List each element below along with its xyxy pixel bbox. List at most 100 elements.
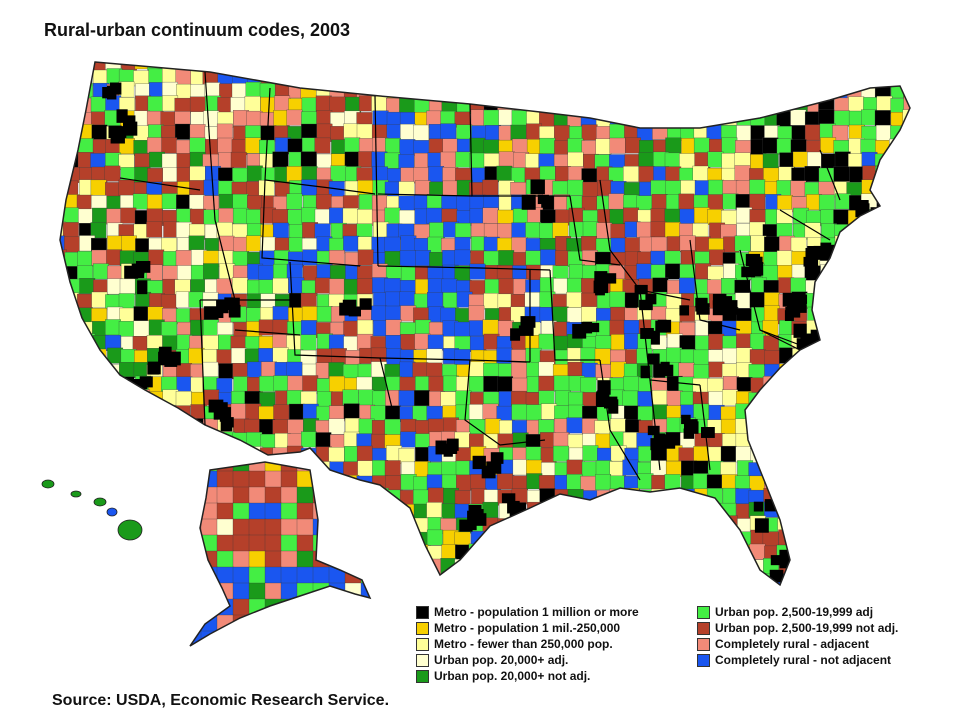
county-cell <box>441 278 458 295</box>
county-cell <box>146 474 163 491</box>
county-cell <box>553 83 569 100</box>
county-cell <box>147 502 164 518</box>
county-cell <box>356 475 373 492</box>
county-cell <box>846 543 863 560</box>
county-cell <box>692 473 709 490</box>
county-cell <box>596 96 613 113</box>
county-cell <box>765 433 781 450</box>
county-cell <box>161 489 178 506</box>
county-cell <box>679 153 696 170</box>
county-cell <box>386 124 403 140</box>
county-cell <box>132 193 149 210</box>
county-cell <box>92 207 108 224</box>
county-cell <box>875 293 892 309</box>
county-cell <box>174 560 191 576</box>
county-cell <box>638 81 655 98</box>
county-cell <box>273 404 290 421</box>
county-cell <box>919 406 935 422</box>
county-cell <box>749 405 765 422</box>
county-cell <box>203 179 220 196</box>
county-cell <box>317 529 333 546</box>
county-cell <box>134 475 151 492</box>
county-cell <box>161 321 178 338</box>
county-cell <box>567 62 583 71</box>
county-cell <box>819 475 836 492</box>
county-cell <box>356 487 373 504</box>
county-cell <box>764 83 781 100</box>
county-cell <box>401 62 417 71</box>
county-cell <box>888 447 905 464</box>
alaska-borough-cell <box>232 566 251 585</box>
county-cell <box>413 124 429 141</box>
county-cell <box>610 81 627 98</box>
county-cell <box>804 448 821 464</box>
county-cell <box>860 377 877 393</box>
alaska-borough-cell <box>312 518 331 537</box>
county-cell <box>498 67 515 84</box>
alaska-borough-cell <box>232 462 251 473</box>
county-cell <box>203 110 220 127</box>
county-cell <box>919 462 935 478</box>
county-cell <box>455 222 471 239</box>
county-cell <box>161 544 178 561</box>
county-cell <box>833 501 850 518</box>
county-cell <box>679 588 695 604</box>
county-cell <box>721 69 738 86</box>
alaska-borough-cell <box>190 502 203 521</box>
county-cell <box>735 62 752 71</box>
county-cell <box>875 418 891 435</box>
county-cell <box>820 293 836 309</box>
county-cell <box>301 306 318 323</box>
alaska-borough-cell <box>281 647 298 664</box>
county-cell <box>91 433 108 449</box>
county-cell <box>875 236 891 253</box>
county-cell <box>91 249 108 266</box>
county-cell <box>483 375 500 392</box>
county-cell <box>735 292 751 309</box>
county-cell <box>286 263 303 280</box>
county-cell <box>301 97 318 114</box>
county-cell <box>343 320 360 337</box>
metro-county-cell <box>640 365 650 379</box>
county-cell <box>539 558 556 575</box>
county-cell <box>638 109 655 126</box>
county-cell <box>847 349 864 366</box>
county-cell <box>820 321 837 338</box>
metro-county-cell <box>521 194 536 210</box>
alaska-borough-cell <box>216 534 235 553</box>
county-cell <box>344 417 361 434</box>
county-cell <box>904 489 910 506</box>
county-cell <box>511 557 528 574</box>
county-cell <box>469 263 486 280</box>
metro-county-cell <box>134 263 145 275</box>
county-cell <box>60 68 67 85</box>
county-cell <box>623 502 640 518</box>
county-cell <box>60 266 65 282</box>
county-cell <box>176 83 193 100</box>
county-cell <box>147 194 163 211</box>
county-cell <box>132 559 149 576</box>
county-cell <box>538 504 555 521</box>
alaska-borough-cell <box>344 614 363 633</box>
county-cell <box>790 431 807 448</box>
county-cell <box>231 347 247 364</box>
metro-county-cell <box>164 356 178 367</box>
county-cell <box>807 573 823 585</box>
county-cell <box>329 207 345 224</box>
county-cell <box>147 417 164 434</box>
county-cell <box>764 403 781 420</box>
county-cell <box>272 277 289 294</box>
county-cell <box>301 123 318 140</box>
county-cell <box>777 447 793 463</box>
metro-county-cell <box>608 399 619 414</box>
county-cell <box>76 68 93 84</box>
county-cell <box>147 137 163 154</box>
county-cell <box>776 62 793 72</box>
county-cell <box>875 376 892 393</box>
county-cell <box>60 195 67 211</box>
county-cell <box>386 348 402 365</box>
county-cell <box>862 391 879 408</box>
county-cell <box>385 291 402 308</box>
county-cell <box>76 515 93 532</box>
county-cell <box>582 532 599 548</box>
